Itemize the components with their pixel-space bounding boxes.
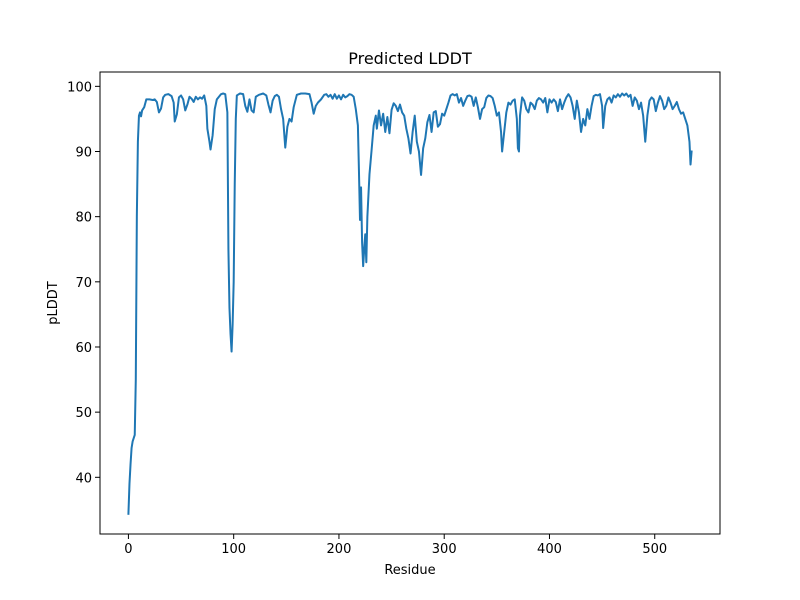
y-tick-label: 100 <box>67 80 92 95</box>
y-tick-label: 70 <box>75 276 92 291</box>
chart-title: Predicted LDDT <box>348 49 472 68</box>
series-line-0 <box>127 92 693 515</box>
x-tick-label: 300 <box>432 542 457 557</box>
x-tick-label: 200 <box>327 542 352 557</box>
x-axis-title: Residue <box>384 563 435 578</box>
plot-area: 0 100 200 300 400 500 40 50 60 70 80 90 100 <box>67 71 721 557</box>
x-tick-label: 400 <box>537 542 562 557</box>
y-tick-label: 80 <box>75 211 92 226</box>
x-tick-label: 100 <box>221 542 246 557</box>
axes-frame <box>99 71 721 535</box>
x-tick-label: 0 <box>124 542 132 557</box>
y-tick-label: 90 <box>75 145 92 160</box>
y-tick-label: 60 <box>75 341 92 356</box>
y-tick-label: 50 <box>75 406 92 421</box>
y-tick-label: 40 <box>75 471 92 486</box>
x-tick-label: 500 <box>642 542 667 557</box>
y-axis-title: pLDDT <box>46 281 61 325</box>
